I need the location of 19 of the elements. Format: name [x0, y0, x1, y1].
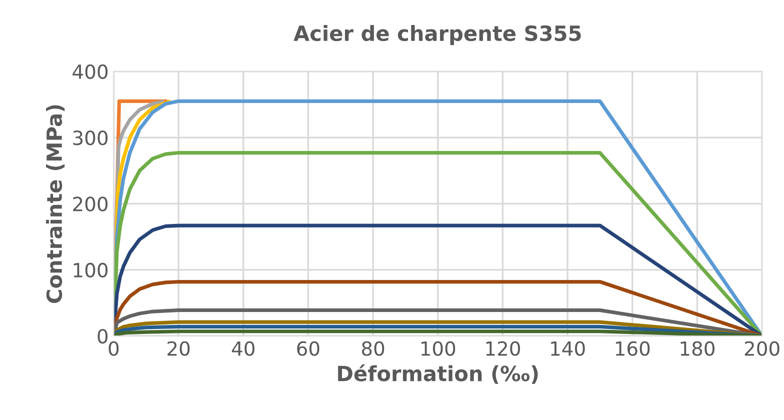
x-tick-label: 160: [616, 341, 650, 356]
y-tick-label: 400: [72, 64, 108, 80]
x-axis-title: Déformation (‰): [338, 364, 538, 384]
y-tick-label: 300: [73, 130, 108, 146]
chart-title: Acier de charpente S355: [294, 25, 581, 46]
x-tick-label: 40: [232, 341, 254, 356]
x-tick-label: 80: [362, 341, 384, 356]
y-tick-label: 100: [74, 262, 108, 278]
x-tick-label: 0: [108, 341, 119, 356]
y-tick-label: 200: [73, 196, 108, 212]
x-tick-label: 20: [168, 341, 190, 356]
x-tick-label: 180: [680, 341, 714, 356]
x-tick-label: 200: [744, 341, 780, 356]
x-tick-label: 120: [486, 341, 520, 356]
y-axis-title: Contrainte (MPa): [46, 105, 65, 303]
y-tick-label: 0: [98, 328, 108, 344]
x-tick-label: 100: [421, 341, 456, 356]
x-tick-label: 60: [297, 341, 320, 356]
x-tick-label: 140: [551, 341, 585, 356]
